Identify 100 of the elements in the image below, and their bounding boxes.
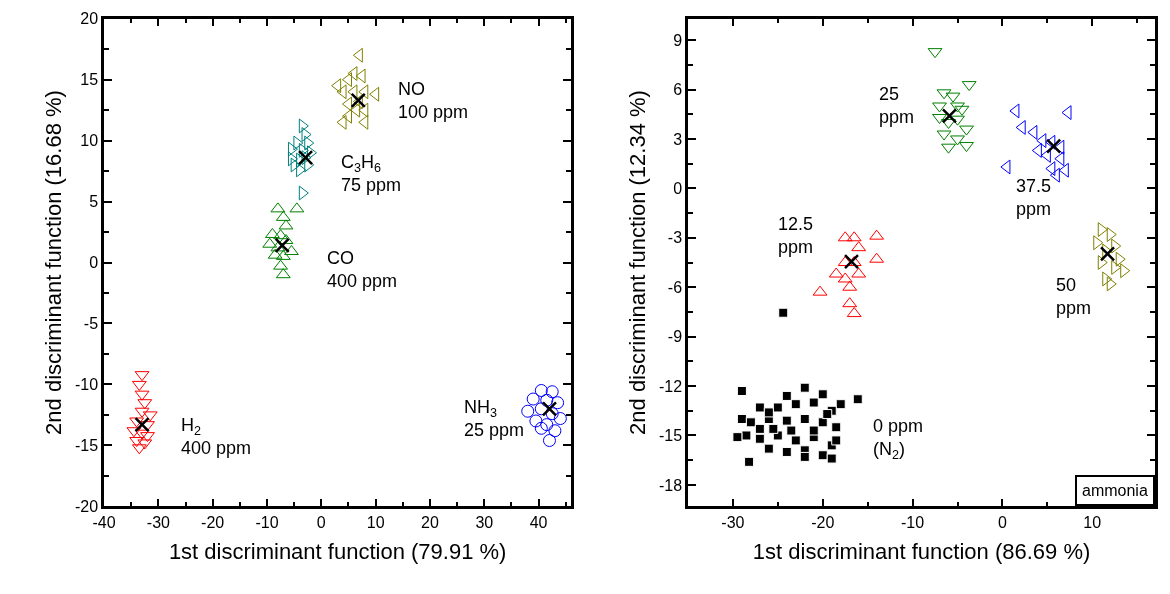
y-tick-label: -10 (74, 376, 99, 394)
point (140, 432, 155, 443)
point (744, 456, 755, 467)
x-tick-label: -30 (721, 514, 745, 532)
x-tick-label: -20 (201, 514, 225, 532)
point (1097, 222, 1108, 237)
point (763, 443, 774, 454)
point (741, 430, 752, 441)
point (754, 423, 765, 434)
annotation: 50 ppm (1056, 275, 1092, 319)
point (778, 307, 789, 318)
point (950, 115, 965, 126)
point (745, 417, 756, 428)
point (1045, 138, 1062, 154)
annotation: CO 400 ppm (327, 248, 398, 292)
point (790, 435, 801, 446)
point (932, 102, 947, 113)
y-tick-label: 10 (80, 132, 99, 150)
y-tick-label: 15 (80, 71, 99, 89)
point (950, 102, 965, 113)
point (736, 386, 747, 396)
x-axis-title: 1st discriminant function (79.91 %) (168, 539, 507, 565)
point (852, 394, 863, 405)
y-tick-label: 20 (80, 10, 99, 28)
point (763, 407, 774, 418)
point (799, 451, 810, 462)
point (754, 433, 765, 444)
point (941, 143, 956, 154)
x-tick-label: -40 (92, 514, 116, 532)
y-tick-label: 6 (673, 81, 683, 99)
point (831, 435, 842, 446)
point (790, 399, 801, 410)
point (265, 227, 280, 238)
point (553, 412, 567, 426)
point (941, 108, 958, 124)
y-axis-title: 2nd discriminant function (12.34 %) (624, 90, 650, 435)
point (301, 127, 312, 142)
point (835, 399, 846, 410)
x-tick-label: -10 (255, 514, 279, 532)
annotation: 12.5 ppm (778, 214, 814, 258)
x-tick-label: -20 (811, 514, 835, 532)
y-tick-label: -3 (667, 229, 683, 247)
y-axis-title: 2nd discriminant function (16.68 %) (40, 90, 66, 435)
y-tick-label: -5 (83, 315, 99, 333)
y-tick-label: 0 (89, 254, 99, 272)
point (534, 421, 548, 435)
annotation: ammonia (1082, 482, 1148, 499)
point (781, 390, 792, 401)
y-tick-label: -12 (658, 377, 683, 395)
annotation: NH$_{3}$ 25 ppm (464, 397, 525, 441)
x-tick-label: 10 (366, 514, 385, 532)
point (526, 392, 540, 406)
y-tick-label: -15 (658, 427, 683, 445)
point (817, 389, 828, 400)
point (350, 92, 367, 109)
y-tick-label: 3 (673, 130, 683, 148)
x-tick-label: 30 (475, 514, 494, 532)
x-tick-label: 40 (529, 514, 548, 532)
point (542, 433, 556, 447)
annotation: H$_{2}$ 400 ppm (181, 415, 252, 459)
point (534, 384, 548, 397)
point (529, 414, 543, 428)
x-tick-label: 0 (997, 514, 1007, 532)
x-tick-label: 20 (421, 514, 439, 532)
point (781, 415, 792, 426)
point (1111, 260, 1122, 275)
point (959, 125, 974, 136)
y-tick-label: 0 (673, 179, 683, 197)
point (540, 418, 554, 432)
point (822, 409, 833, 420)
point (817, 450, 828, 461)
point (297, 149, 314, 166)
y-tick-label: -20 (74, 497, 99, 515)
point (831, 422, 842, 433)
point (1031, 143, 1042, 158)
point (808, 425, 819, 436)
point (781, 446, 792, 457)
x-tick-label: 10 (1083, 514, 1102, 532)
point (548, 424, 562, 438)
point (1097, 255, 1108, 270)
point (284, 245, 299, 256)
point (551, 396, 565, 410)
annotation: C$_{3}$H$_{6}$ 75 ppm (341, 152, 402, 196)
point (521, 404, 535, 418)
point (736, 414, 747, 425)
point (941, 118, 956, 129)
point (732, 432, 743, 443)
x-tick-label: -10 (901, 514, 925, 532)
point (540, 393, 554, 407)
point (786, 425, 797, 436)
x-tick-label: 0 (316, 514, 326, 532)
point (826, 453, 837, 464)
point (754, 402, 765, 413)
y-tick-label: 5 (89, 193, 99, 211)
y-tick-label: -15 (74, 436, 99, 454)
y-tick-label: -6 (667, 278, 683, 296)
point (347, 66, 358, 81)
point (545, 385, 559, 399)
annotation: 0 ppm (N$_{2}$) (873, 416, 924, 463)
annotation: 25 ppm (879, 84, 915, 128)
